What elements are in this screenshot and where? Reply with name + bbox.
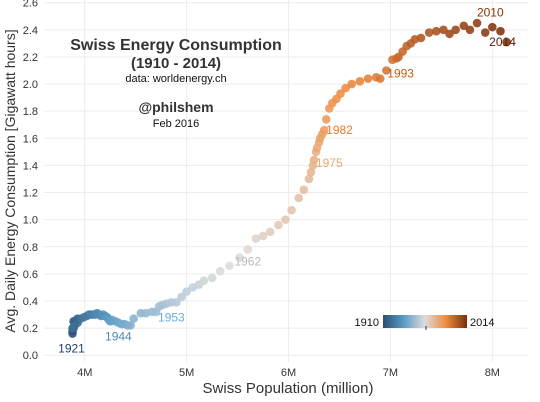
year-label: 2014 <box>489 35 516 49</box>
data-source: data: worldenergy.ch <box>125 73 226 85</box>
y-tick-label: 2.4 <box>23 25 38 37</box>
data-point <box>251 234 261 243</box>
y-tick-label: 0.8 <box>23 242 38 254</box>
data-point <box>321 115 331 124</box>
data-point <box>294 193 304 203</box>
points <box>68 18 511 338</box>
x-tick-label: 7M <box>383 367 398 379</box>
year-label: 1921 <box>58 342 85 356</box>
data-point <box>199 276 209 285</box>
colorbar-gradient <box>383 315 467 328</box>
data-point <box>502 37 511 47</box>
data-point <box>363 74 373 83</box>
x-tick-label: 4M <box>77 367 92 379</box>
x-ticks: 4M 5M 6M 7M 8M <box>77 367 500 379</box>
data-point <box>68 323 77 333</box>
year-label: 2010 <box>477 5 504 19</box>
data-point <box>235 253 244 262</box>
data-point <box>265 227 275 237</box>
year-label: 1993 <box>387 66 414 80</box>
colorbar-min-label: 1910 <box>355 317 379 329</box>
y-tick-label: 2.2 <box>23 52 38 64</box>
y-axis-label: Avg. Daily Energy Consumption [Gigawatt … <box>2 29 18 332</box>
data-point <box>306 167 316 177</box>
chart-date: Feb 2016 <box>153 118 199 130</box>
x-tick-label: 8M <box>485 367 500 379</box>
y-tick-label: 1.6 <box>23 133 38 145</box>
y-tick-label: 2.0 <box>23 79 38 91</box>
data-point <box>304 174 314 184</box>
year-labels: 1921 1944 1953 1962 1975 1982 1993 2010 2014 <box>58 5 516 355</box>
chart-title: Swiss Energy Consumption <box>70 37 282 54</box>
data-point <box>451 25 460 35</box>
data-point <box>299 185 309 195</box>
data-point <box>465 25 475 35</box>
y-tick-label: 0.6 <box>23 269 38 281</box>
y-tick-label: 1.0 <box>23 215 38 227</box>
year-label: 1953 <box>158 310 185 324</box>
data-point <box>215 266 225 276</box>
data-point <box>431 26 441 36</box>
y-tick-label: 1.4 <box>23 160 38 172</box>
data-point <box>129 314 138 323</box>
data-point <box>281 215 290 224</box>
year-label: 1982 <box>326 123 353 137</box>
year-label: 1962 <box>234 255 261 269</box>
x-tick-label: 6M <box>281 367 296 379</box>
y-tick-label: 1.8 <box>23 106 38 118</box>
data-point <box>341 83 350 93</box>
data-point <box>274 220 283 230</box>
author-handle: @philshem <box>138 99 213 115</box>
data-point <box>172 298 181 307</box>
data-point <box>445 29 454 39</box>
data-point <box>488 22 497 32</box>
data-point <box>355 77 365 86</box>
data-point <box>182 287 191 296</box>
data-point <box>375 74 385 83</box>
y-tick-label: 0.4 <box>23 296 38 308</box>
y-tick-label: 1.2 <box>23 188 38 200</box>
data-point <box>347 79 357 89</box>
year-label: 1975 <box>316 156 343 170</box>
data-point <box>336 89 345 98</box>
data-point <box>126 321 135 330</box>
colorbar: 1910 2014 <box>355 315 494 330</box>
x-tick-label: 5M <box>179 367 194 379</box>
data-point <box>480 28 490 37</box>
data-point <box>243 245 253 254</box>
data-point <box>309 155 319 165</box>
data-point <box>416 33 426 43</box>
data-point <box>439 25 448 35</box>
x-axis-label: Swiss Population (million) <box>203 380 374 397</box>
data-point <box>472 18 482 28</box>
data-point <box>287 205 296 215</box>
year-label: 1944 <box>105 329 132 343</box>
data-point <box>496 26 505 36</box>
chart-subtitle: (1910 - 2014) <box>131 55 221 72</box>
data-point <box>258 231 268 241</box>
y-ticks: 0.0 0.2 0.4 0.6 0.8 1.0 1.2 1.4 1.6 1.8 2.0 2.2 2.4 2… <box>23 0 38 362</box>
data-point <box>319 125 329 135</box>
data-point <box>424 28 434 37</box>
data-point <box>382 66 391 75</box>
y-tick-label: 0.2 <box>23 323 38 335</box>
data-point <box>207 273 217 283</box>
data-point <box>459 21 469 31</box>
plot-area <box>44 0 528 362</box>
y-tick-label: 2.6 <box>23 0 38 10</box>
y-tick-label: 0.0 <box>23 350 38 362</box>
data-point <box>177 292 186 302</box>
colorbar-max-label: 2014 <box>470 317 494 329</box>
data-point <box>225 261 234 271</box>
